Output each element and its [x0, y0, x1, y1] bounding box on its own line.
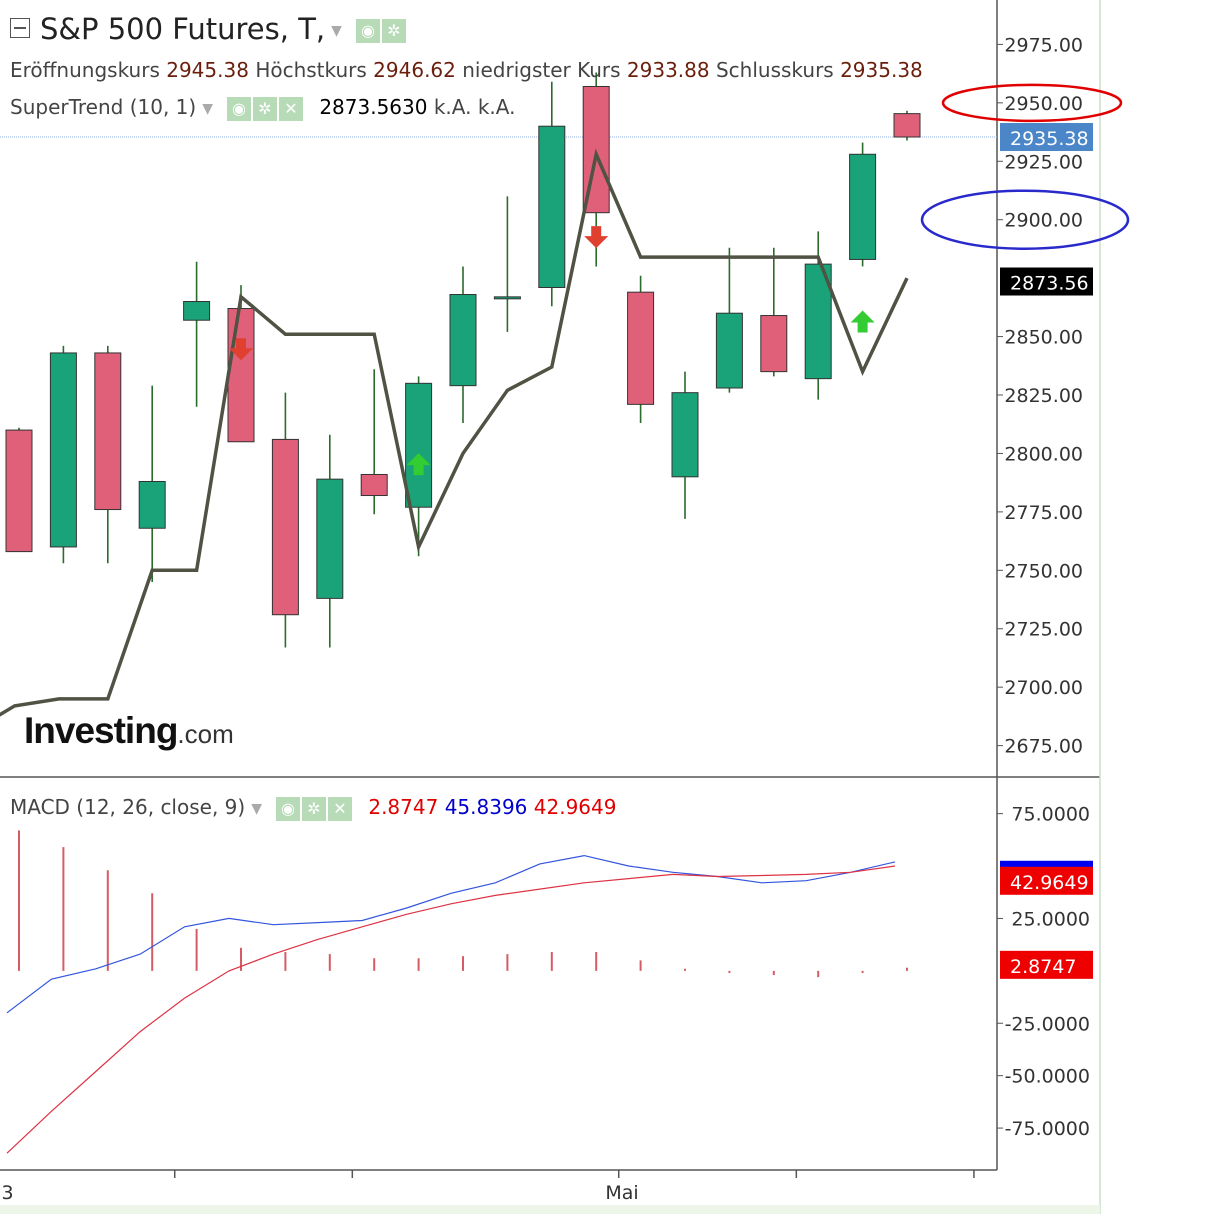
hist-tag-bg: [1000, 950, 1093, 979]
candle-body: [49, 352, 77, 548]
chart-title-row: S&P 500 Futures, T, ▼ ◉ ✲: [10, 12, 408, 46]
macd-line-value: 45.8396: [444, 795, 528, 819]
price-tick-label: 2800.00: [1004, 443, 1083, 465]
candle-body: [449, 294, 477, 387]
candle-body: [538, 125, 566, 288]
open-value: 2945.38: [166, 58, 249, 82]
close-label: Schlusskurs: [715, 58, 834, 82]
supertrend-tag: 2873.56: [1010, 273, 1089, 295]
supertrend-label: SuperTrend (10, 1): [10, 95, 197, 119]
candle-body: [760, 315, 788, 373]
candle-body: [849, 153, 877, 260]
bottom-strip: [0, 1205, 1100, 1214]
buy-signal-arrow: [406, 453, 431, 476]
candle-body: [5, 429, 33, 553]
supertrend-value-2: k.A.: [433, 95, 472, 119]
eye-icon[interactable]: ◉: [275, 796, 300, 821]
investing-logo: Investing.com: [24, 710, 234, 752]
macd-tick-label: 75.0000: [1011, 804, 1090, 826]
macd-tick-label: -75.0000: [1005, 1118, 1090, 1140]
price-tick-label: 2700.00: [1004, 677, 1083, 699]
plot-area: [0, 0, 997, 1170]
signal-line: [6, 865, 896, 1154]
candle-body: [627, 291, 655, 405]
hist-tag: 2.8747: [1010, 956, 1076, 978]
candle-body: [271, 438, 299, 616]
price-tick-label: 2950.00: [1004, 93, 1083, 115]
low-value: 2933.88: [626, 58, 710, 82]
buy-signal-arrow: [850, 310, 875, 333]
macd-signal-value: 42.9649: [533, 795, 617, 819]
price-tick-label: 2725.00: [1004, 619, 1083, 641]
eye-icon[interactable]: ◉: [355, 19, 380, 43]
candle-body: [715, 312, 743, 389]
gear-icon[interactable]: ✲: [381, 19, 406, 43]
supertrend-line: [0, 148, 909, 717]
sell-signal-arrow: [584, 226, 609, 249]
supertrend-tag-bg: [1000, 267, 1093, 296]
price-tag: 2935.38: [1010, 128, 1089, 150]
chevron-down-icon[interactable]: ▼: [202, 100, 213, 117]
macd-hist-value: 2.8747: [368, 795, 439, 819]
candle-body: [183, 301, 211, 321]
price-tick-label: 2750.00: [1004, 560, 1083, 582]
close-value: 2935.38: [840, 58, 923, 82]
price-tick-label: 2850.00: [1004, 327, 1083, 349]
gear-icon[interactable]: ✲: [301, 796, 326, 821]
x-tick-label: Mai: [605, 1182, 638, 1204]
chart-title: S&P 500 Futures, T,: [40, 12, 326, 46]
macd-legend: MACD (12, 26, close, 9) ▼ ◉ ✲ ✕ 2.8747 45.83…: [10, 795, 616, 821]
candle-body: [94, 352, 122, 511]
blue-annotation-circle: [920, 189, 1130, 250]
candle-body: [893, 113, 921, 138]
logo-suffix: .com: [177, 719, 234, 749]
gear-icon[interactable]: ✲: [252, 96, 277, 121]
price-tick-label: 2775.00: [1004, 502, 1083, 524]
collapse-icon[interactable]: [10, 18, 30, 38]
logo-brand: Investing: [24, 710, 178, 751]
sell-signal-arrow: [229, 338, 253, 361]
candle-body: [360, 473, 388, 497]
chevron-down-icon[interactable]: ▼: [331, 23, 342, 39]
supertrend-legend: SuperTrend (10, 1) ▼ ◉ ✲ ✕ 2873.5630 k.A. k.…: [10, 95, 515, 121]
price-tick-label: 2675.00: [1004, 736, 1083, 758]
eye-icon[interactable]: ◉: [226, 96, 251, 121]
price-tick-label: 2825.00: [1004, 385, 1083, 407]
price-tick-label: 2925.00: [1004, 151, 1083, 173]
close-icon[interactable]: ✕: [327, 796, 352, 821]
candle-body: [493, 296, 521, 300]
low-label: niedrigster Kurs: [462, 58, 621, 82]
x-tick-label: 3: [2, 1182, 14, 1204]
close-icon[interactable]: ✕: [278, 96, 303, 121]
price-tick-label: 2900.00: [1004, 210, 1083, 232]
signal-tag-bg: [1000, 866, 1093, 895]
candle-body: [138, 480, 166, 529]
chevron-down-icon[interactable]: ▼: [251, 800, 262, 817]
macd-line: [6, 854, 896, 1014]
open-label: Eröffnungskurs: [10, 58, 160, 82]
candle-body: [405, 382, 433, 508]
macd-tick-label: 25.0000: [1011, 908, 1090, 930]
high-label: Höchstkurs: [255, 58, 367, 82]
price-tag-bg: [1000, 123, 1093, 152]
ohlc-row: Eröffnungskurs 2945.38 Höchstkurs 2946.6…: [10, 58, 923, 82]
macd-tick-label: -25.0000: [1005, 1013, 1090, 1035]
signal-tag: 42.9649: [1010, 872, 1089, 894]
macd-label: MACD (12, 26, close, 9): [10, 795, 246, 819]
high-value: 2946.62: [373, 58, 456, 82]
candle-body: [671, 392, 699, 478]
supertrend-value: 2873.5630: [319, 95, 428, 119]
candle-body: [227, 308, 255, 443]
candle-body: [316, 478, 344, 599]
supertrend-value-3: k.A.: [477, 95, 516, 119]
price-tick-label: 2975.00: [1004, 34, 1083, 56]
red-annotation-circle: [941, 83, 1123, 123]
macd-tick-label: -50.0000: [1005, 1066, 1090, 1088]
